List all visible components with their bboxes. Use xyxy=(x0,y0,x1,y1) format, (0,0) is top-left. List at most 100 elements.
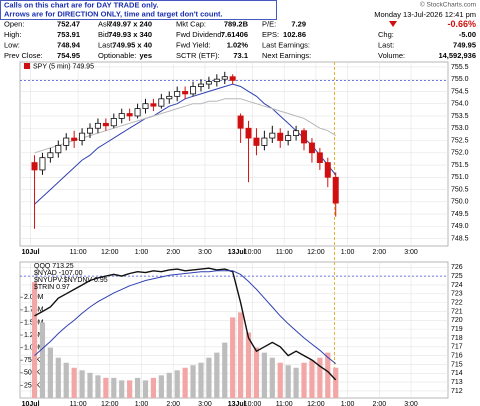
quote-value: yes xyxy=(139,51,152,60)
candle-body xyxy=(261,137,268,146)
quote-label: Fwd Yield: xyxy=(176,40,211,49)
y-tick-label: 752.5 xyxy=(451,137,469,144)
quote-label: High: xyxy=(4,30,22,39)
volume-bar xyxy=(230,317,236,398)
volume-bar xyxy=(325,352,331,398)
quote-value: 748.94 xyxy=(57,40,81,49)
y-tick-label: 755.5 xyxy=(451,64,469,71)
volume-bar xyxy=(47,347,53,398)
candle-body xyxy=(166,95,173,100)
candle-body xyxy=(39,157,46,171)
x-tick-label: 10Jul xyxy=(22,249,40,256)
y-tick-label: 754.0 xyxy=(451,101,469,108)
volume-bar xyxy=(214,352,220,398)
quote-value: 7.29 xyxy=(291,19,306,28)
quote-value: 749.95 x 40 xyxy=(112,40,152,49)
quote-label: Next Earnings: xyxy=(262,51,311,60)
volume-bar xyxy=(79,370,85,398)
y-tick-label: 753.5 xyxy=(451,113,469,120)
date: Monday 13-Jul-2026 12:41 pm xyxy=(374,10,476,19)
quote-value: 14,592,936 xyxy=(438,51,476,60)
volume-bar xyxy=(71,367,77,398)
quote-value: 753.91 xyxy=(57,30,80,39)
quote-value: 752.47 xyxy=(57,19,80,28)
volume-bar xyxy=(127,380,133,398)
candle-body xyxy=(205,81,212,85)
legend-label: $NYAD -107.00 xyxy=(34,270,83,277)
y-tick-label: 755.0 xyxy=(451,76,469,83)
y-tick-label: 723 xyxy=(451,291,463,298)
candle-body xyxy=(71,137,78,141)
candle-body xyxy=(63,137,70,146)
candle-body xyxy=(102,122,109,127)
candle-body xyxy=(174,91,181,97)
volume-bar xyxy=(301,362,307,398)
legend-label: QQQ 713.25 xyxy=(34,263,74,270)
y-tick-label: 752.0 xyxy=(451,150,469,157)
copyright: © StockCharts.com xyxy=(420,1,476,9)
y-tick-label: 716 xyxy=(451,352,463,359)
volume-bar xyxy=(111,377,117,398)
candle-body xyxy=(285,135,292,141)
quote-label: Prev Close: xyxy=(4,51,43,60)
volume-bar xyxy=(245,332,252,398)
quote-label: Volume: xyxy=(378,51,405,60)
volume-bar xyxy=(309,360,315,398)
candle-body xyxy=(308,142,315,154)
y-tick-label: 722 xyxy=(451,299,463,306)
x-tick-label: 13Jul xyxy=(228,401,246,406)
y-tick-label: 750.0 xyxy=(451,199,469,206)
candle-body xyxy=(301,130,308,144)
volume-bar xyxy=(158,375,164,398)
quote-value: 73.1 xyxy=(233,51,248,60)
quote-label: Last Earnings: xyxy=(262,40,310,49)
candle-body xyxy=(316,152,323,163)
note-box xyxy=(0,0,277,20)
quote-label: Mkt Cap: xyxy=(176,19,206,28)
x-tick-label: 13Jul xyxy=(228,249,246,256)
y-tick-label: 751.0 xyxy=(451,174,469,181)
y-tick-label: 718 xyxy=(451,335,463,342)
volume-bar xyxy=(87,372,93,398)
volume-bar xyxy=(95,375,101,398)
volume-bar xyxy=(55,357,61,398)
candle-body xyxy=(324,162,331,178)
candle-body xyxy=(229,76,236,81)
volume-bar xyxy=(222,342,228,398)
y-tick-label: 754.5 xyxy=(451,88,469,95)
x-tick-label: 3:00 xyxy=(404,401,418,406)
candle-body xyxy=(31,162,38,171)
x-tick-label: 2:00 xyxy=(372,401,386,406)
candle-body xyxy=(253,137,260,146)
x-tick-label: 12:00 xyxy=(101,401,119,406)
volume-bar xyxy=(142,380,149,398)
y-tick-label: 748.5 xyxy=(451,235,469,242)
candle-body xyxy=(221,76,228,80)
y-tick-label: 725 xyxy=(451,273,463,280)
x-tick-label: 11:00 xyxy=(70,401,87,406)
volume-bar xyxy=(285,365,291,398)
series-label: SPY (5 min) 749.95 xyxy=(33,63,94,70)
x-tick-label: 10Jul xyxy=(22,401,40,406)
volume-bar xyxy=(238,312,244,398)
quote-value: 749.93 x 340 xyxy=(108,30,152,39)
candle-body xyxy=(110,118,117,127)
x-tick-label: 2:00 xyxy=(372,249,386,256)
x-tick-label: 10:00 xyxy=(244,249,262,256)
y-tick-label: 750.5 xyxy=(451,186,469,193)
volume-bar xyxy=(103,377,109,398)
quote-label: Low: xyxy=(4,40,20,49)
candle-body xyxy=(87,127,94,134)
volume-bar xyxy=(39,322,46,398)
candle-body xyxy=(118,113,125,119)
y-tick-label: 721 xyxy=(451,308,463,315)
candle-body xyxy=(332,176,339,204)
candle-body xyxy=(182,91,189,95)
x-tick-label: 10:00 xyxy=(244,401,262,406)
legend-swatch xyxy=(24,63,30,69)
quote-label: Chg: xyxy=(378,30,394,39)
candle-body xyxy=(134,108,141,117)
volume-bar xyxy=(182,367,188,398)
volume-bar xyxy=(198,362,204,398)
